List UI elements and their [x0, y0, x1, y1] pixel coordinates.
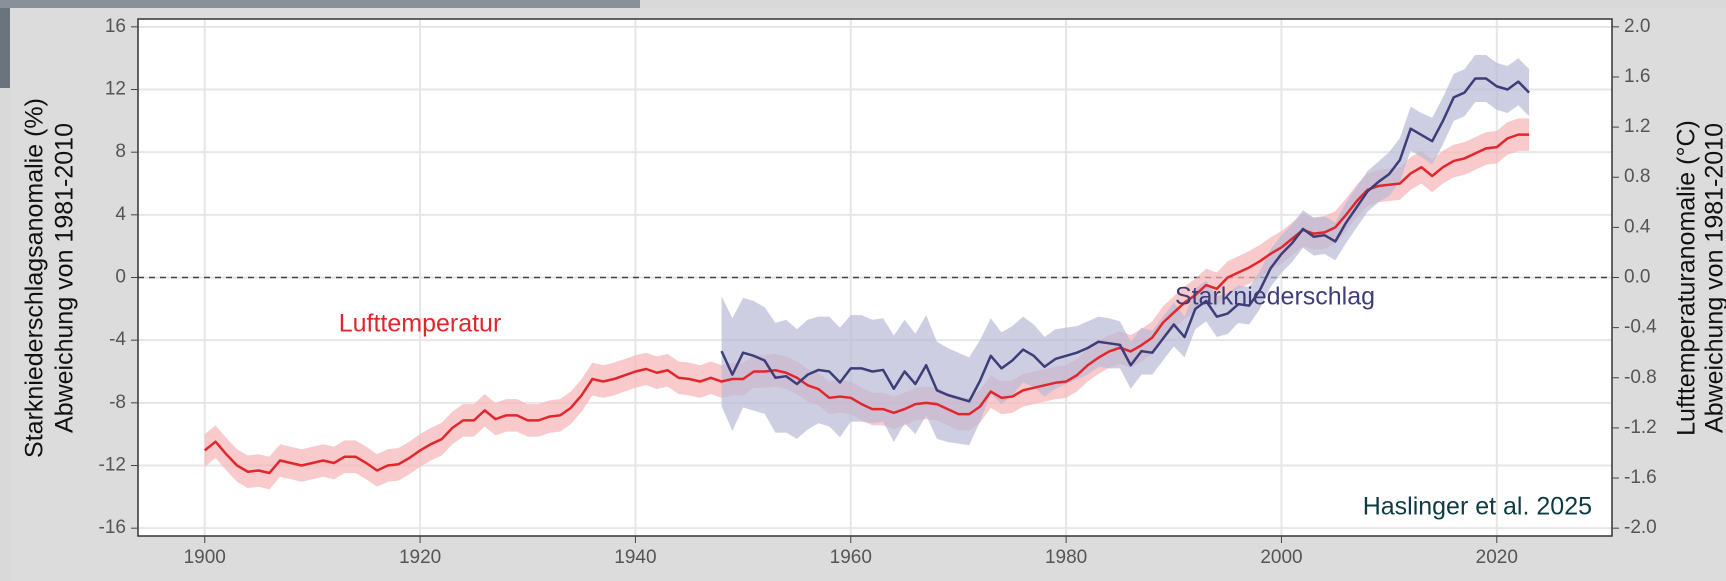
x-tick-label: 1960 — [830, 547, 872, 568]
y2-tick-label: 2.0 — [1624, 16, 1650, 37]
x-tick-label: 1920 — [399, 547, 441, 568]
x-tick-label: 1900 — [184, 547, 226, 568]
plot-layer — [138, 19, 1612, 536]
y-tick-label: 16 — [105, 16, 126, 37]
y2-tick-label: -1.6 — [1624, 467, 1657, 488]
y-tick-label: 12 — [105, 79, 126, 100]
y2-tick-label: -1.2 — [1624, 417, 1657, 438]
y-tick-label: -8 — [109, 392, 126, 413]
y2-tick-label: 0.8 — [1624, 166, 1650, 187]
y2-tick-label: -0.8 — [1624, 367, 1657, 388]
x-tick-label: 1940 — [614, 547, 656, 568]
y2-tick-label: 0.4 — [1624, 216, 1651, 237]
x-tick-label: 2020 — [1476, 547, 1518, 568]
confidence-band — [721, 55, 1530, 446]
data-line — [720, 77, 1530, 403]
y2-tick-label: 1.2 — [1624, 116, 1650, 137]
y2-axis-title: Abweichung von 1981-2010 — [1701, 123, 1726, 433]
y-tick-label: 8 — [115, 141, 126, 162]
series-label: Lufttemperatur — [339, 310, 502, 338]
photo-fragment — [0, 0, 640, 8]
series-label: Starkniederschlag — [1175, 283, 1375, 311]
y-tick-label: -12 — [99, 455, 126, 476]
y-tick-label: -4 — [109, 329, 126, 350]
y-tick-label: 4 — [115, 204, 126, 225]
y-axis-title: Starkniederschlagsanomalie (%) — [21, 98, 49, 458]
y2-tick-label: -0.4 — [1624, 317, 1657, 338]
y-tick-label: 0 — [115, 267, 126, 288]
x-tick-label: 1980 — [1045, 547, 1087, 568]
y-axis-title: Abweichung von 1981-2010 — [51, 123, 79, 433]
y2-axis-title: Lufttemperaturanomalie (°C) — [1673, 120, 1701, 436]
y2-tick-label: -2.0 — [1624, 517, 1657, 538]
photo-fragment — [0, 8, 12, 88]
y2-tick-label: 1.6 — [1624, 66, 1650, 87]
y2-tick-label: 0.0 — [1624, 267, 1650, 288]
y-tick-label: -16 — [99, 517, 126, 538]
attribution: Haslinger et al. 2025 — [1363, 493, 1592, 521]
x-tick-label: 2000 — [1260, 547, 1302, 568]
